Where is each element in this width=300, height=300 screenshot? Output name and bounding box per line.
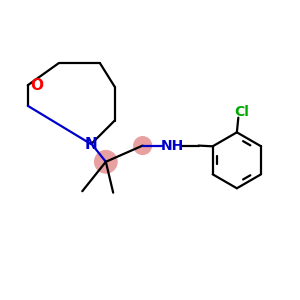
Circle shape [94,151,117,173]
Text: N: N [85,136,98,152]
Text: NH: NH [160,139,184,153]
Circle shape [134,137,152,154]
Text: O: O [30,78,43,93]
Text: Cl: Cl [234,105,249,119]
